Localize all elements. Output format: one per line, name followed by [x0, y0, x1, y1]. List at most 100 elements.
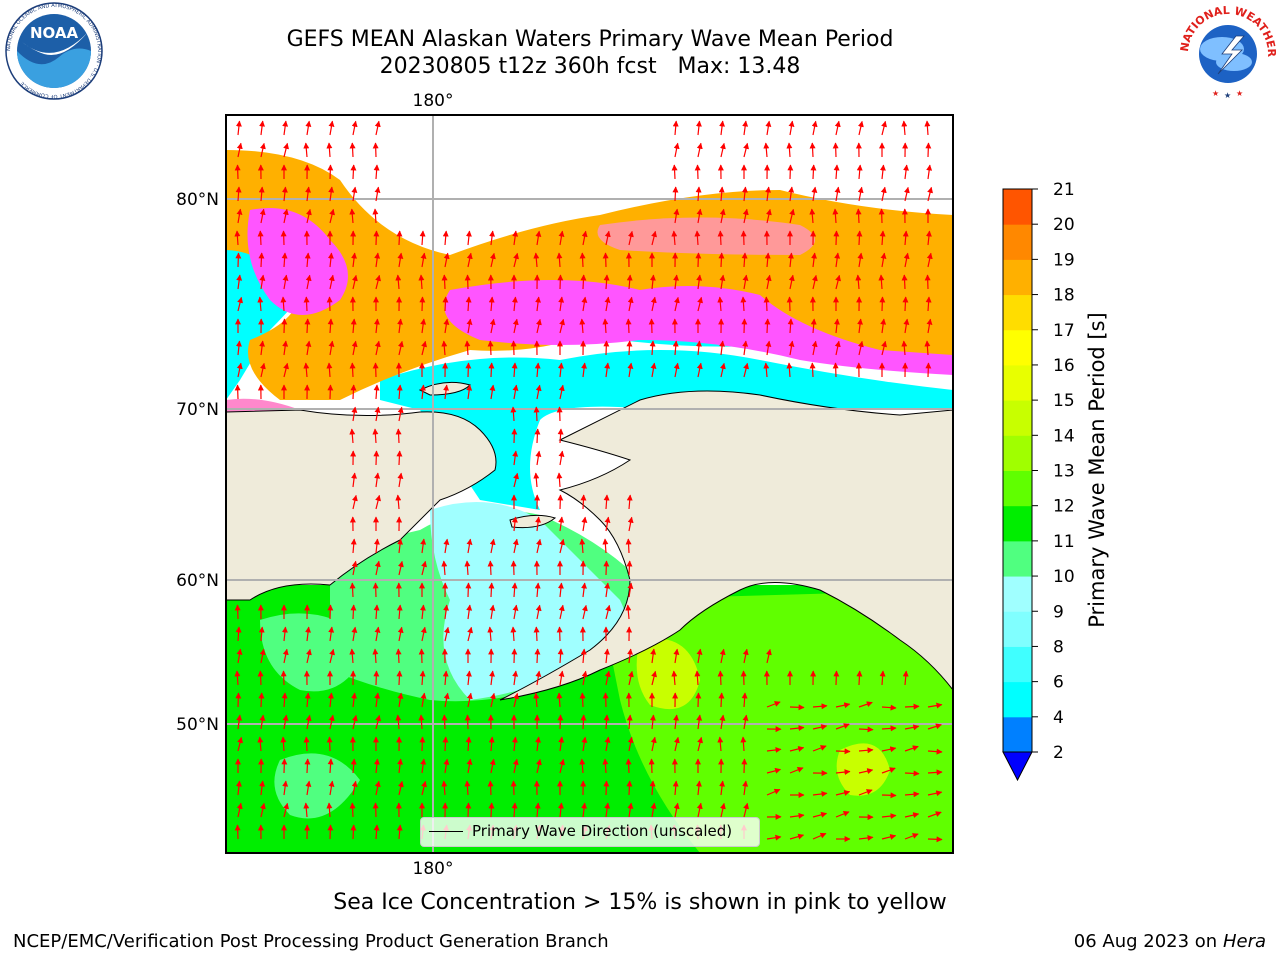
wave-arrow: [351, 252, 358, 268]
wave-arrow: [834, 120, 841, 136]
wave-arrow: [878, 274, 885, 290]
wave-arrow: [511, 648, 518, 664]
wave-arrow: [627, 296, 634, 312]
colorbar-tick-label: 2: [1053, 743, 1064, 763]
wave-arrow: [441, 274, 448, 290]
wave-arrow: [442, 670, 449, 686]
wave-arrow: [418, 274, 425, 290]
wave-arrow: [581, 604, 588, 620]
wave-arrow: [786, 142, 793, 158]
wave-arrow: [650, 296, 657, 312]
wave-arrow: [418, 714, 425, 730]
wave-arrow: [719, 648, 726, 664]
colorbar-tick-label: 20: [1053, 215, 1075, 235]
wave-arrow: [581, 362, 588, 378]
wave-arrow: [580, 648, 587, 664]
wave-arrow: [280, 670, 287, 686]
wave-arrow: [281, 318, 288, 334]
wave-arrow: [533, 626, 540, 642]
wave-arrow: [372, 802, 379, 818]
wave-arrow: [351, 340, 358, 356]
wave-arrow: [856, 164, 863, 180]
wave-arrow: [489, 538, 496, 554]
wave-arrow: [421, 340, 428, 356]
wave-arrow: [765, 274, 772, 290]
wave-arrow: [924, 120, 931, 136]
wave-arrow: [327, 692, 334, 708]
wave-arrow: [374, 120, 381, 136]
wave-arrow: [672, 120, 679, 136]
wave-arrow: [397, 252, 404, 268]
wave-arrow: [904, 745, 919, 752]
wave-arrow: [327, 824, 334, 840]
wave-arrow: [443, 318, 450, 334]
wave-arrow: [858, 834, 874, 841]
wave-arrow: [372, 208, 379, 224]
colorbar-band: [1003, 681, 1032, 718]
wave-arrow: [603, 494, 610, 510]
wave-arrow: [282, 274, 289, 290]
wave-arrow: [719, 362, 726, 378]
colorbar-tick-label: 10: [1053, 567, 1075, 587]
wave-arrow: [442, 296, 449, 312]
colorbar-tick-label: 16: [1053, 356, 1075, 376]
wave-arrow: [257, 736, 264, 752]
wave-arrow: [350, 604, 357, 620]
wave-arrow: [535, 450, 542, 466]
wave-arrow: [281, 252, 288, 268]
wave-arrow: [373, 318, 380, 334]
wave-arrow: [395, 428, 402, 444]
wave-arrow: [374, 406, 381, 422]
wave-arrow: [258, 186, 265, 202]
wave-arrow: [373, 824, 380, 840]
wave-arrow: [349, 582, 356, 598]
wave-arrow: [420, 318, 427, 334]
wave-arrow: [786, 296, 793, 312]
wave-arrow: [259, 142, 266, 158]
wave-arrow: [259, 802, 266, 818]
wave-arrow: [488, 802, 495, 818]
wave-arrow: [719, 274, 726, 290]
wave-arrow: [535, 538, 542, 554]
wave-arrow: [328, 340, 335, 356]
wave-arrow: [466, 758, 473, 774]
wave-arrow: [374, 340, 381, 356]
wave-arrow: [604, 582, 611, 598]
wave-arrow: [280, 736, 287, 752]
wave-arrow: [741, 758, 748, 774]
wave-arrow: [651, 670, 658, 686]
wave-arrow: [903, 318, 910, 334]
wave-arrow: [766, 767, 782, 774]
wave-arrow: [234, 164, 241, 180]
wave-arrow: [835, 789, 851, 796]
wave-arrow: [881, 120, 888, 136]
legend-label: Primary Wave Direction (unscaled): [472, 822, 733, 840]
wave-arrow: [603, 340, 610, 356]
wave-arrow: [811, 252, 818, 268]
wave-arrow: [558, 604, 565, 620]
colorbar-tick-label: 4: [1053, 708, 1064, 728]
wave-arrow: [556, 626, 563, 642]
colorbar-band: [1003, 716, 1032, 753]
wave-arrow: [535, 736, 542, 752]
wave-arrow: [604, 670, 611, 686]
wave-arrow: [487, 626, 494, 642]
wave-arrow: [465, 362, 472, 378]
wave-arrow: [879, 230, 886, 246]
wave-arrow: [349, 802, 356, 818]
wave-arrow: [788, 274, 795, 290]
wave-arrow: [719, 714, 726, 730]
wave-arrow: [489, 384, 496, 400]
wave-arrow: [904, 812, 920, 819]
colorbar-band: [1003, 576, 1032, 612]
wave-arrow: [328, 120, 335, 136]
wave-arrow: [305, 714, 312, 730]
wave-arrow: [259, 340, 266, 356]
wave-arrow: [579, 252, 586, 268]
wave-arrow: [765, 186, 772, 202]
wave-arrow: [236, 714, 243, 730]
wave-arrow: [857, 252, 864, 268]
wave-arrow: [465, 670, 472, 686]
wave-arrow: [326, 802, 333, 818]
wave-arrow: [810, 164, 817, 180]
